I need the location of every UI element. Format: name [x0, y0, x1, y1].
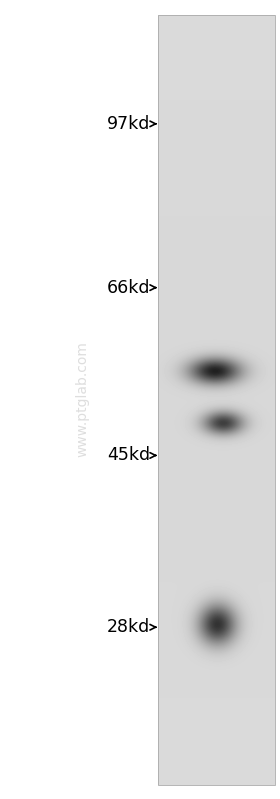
Bar: [158, 14, 275, 785]
Text: 97kd: 97kd: [107, 115, 150, 133]
Text: 45kd: 45kd: [107, 447, 150, 464]
Text: www.ptglab.com: www.ptglab.com: [76, 341, 90, 458]
Text: 66kd: 66kd: [107, 279, 150, 296]
Text: 28kd: 28kd: [107, 618, 150, 636]
